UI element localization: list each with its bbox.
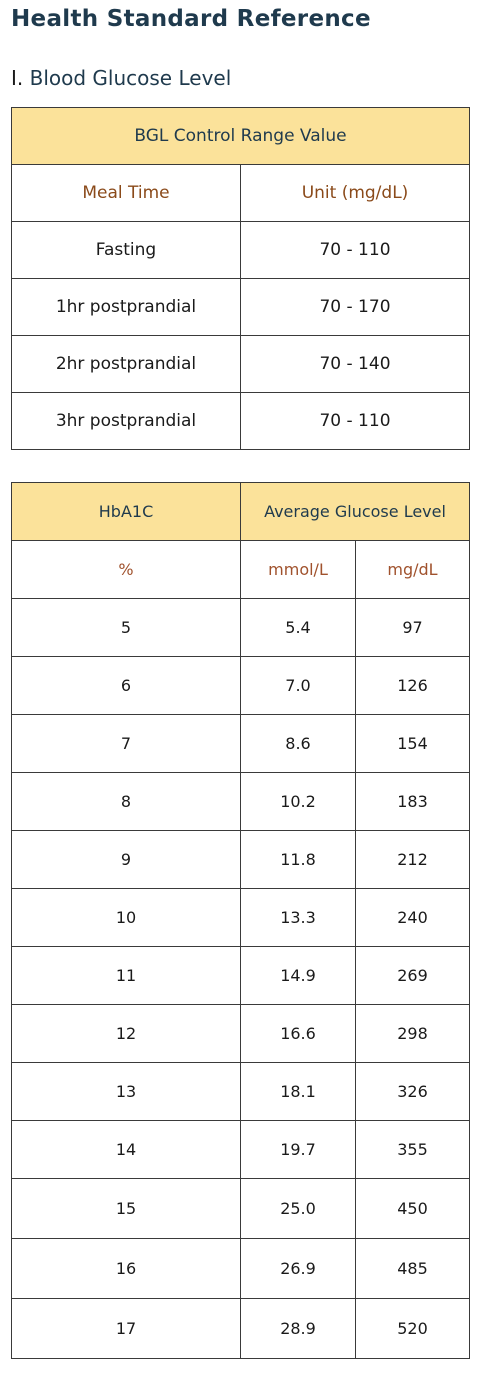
bgl-control-range-table: BGL Control Range Value Meal Time Unit (… xyxy=(11,107,470,450)
mmol-cell: 14.9 xyxy=(240,946,356,1005)
pct-cell: 15 xyxy=(11,1178,241,1239)
table-row: 16 26.9 485 xyxy=(11,1238,470,1299)
table-row: 11 14.9 269 xyxy=(11,946,470,1005)
section-number: I. xyxy=(11,66,24,90)
mg-cell: 298 xyxy=(355,1004,470,1063)
meal-cell: 2hr postprandial xyxy=(11,335,241,393)
mmol-cell: 13.3 xyxy=(240,888,356,947)
mg-cell: 240 xyxy=(355,888,470,947)
table-row: 10 13.3 240 xyxy=(11,888,470,947)
bgl-table-title: BGL Control Range Value xyxy=(11,107,470,165)
mmol-cell: 8.6 xyxy=(240,714,356,773)
table-row: 13 18.1 326 xyxy=(11,1062,470,1121)
pct-cell: 10 xyxy=(11,888,241,947)
mgdl-unit: mg/dL xyxy=(355,540,470,599)
pct-cell: 8 xyxy=(11,772,241,831)
pct-cell: 9 xyxy=(11,830,241,889)
mmol-cell: 7.0 xyxy=(240,656,356,715)
average-glucose-header: Average Glucose Level xyxy=(240,482,470,541)
mg-cell: 450 xyxy=(355,1178,470,1239)
mmol-cell: 19.7 xyxy=(240,1120,356,1179)
table-row: 2hr postprandial 70 - 140 xyxy=(11,335,470,393)
mg-cell: 97 xyxy=(355,598,470,657)
pct-cell: 5 xyxy=(11,598,241,657)
table-row: 17 28.9 520 xyxy=(11,1298,470,1359)
range-cell: 70 - 170 xyxy=(240,278,470,336)
table-row: Fasting 70 - 110 xyxy=(11,221,470,279)
table-row: 1hr postprandial 70 - 170 xyxy=(11,278,470,336)
hba1c-table: HbA1C Average Glucose Level % mmol/L mg/… xyxy=(11,482,470,1359)
table-row: 12 16.6 298 xyxy=(11,1004,470,1063)
meal-time-header: Meal Time xyxy=(11,164,241,222)
pct-cell: 13 xyxy=(11,1062,241,1121)
hba1c-header: HbA1C xyxy=(11,482,241,541)
mmol-cell: 28.9 xyxy=(240,1298,356,1359)
mg-cell: 269 xyxy=(355,946,470,1005)
table-row: 9 11.8 212 xyxy=(11,830,470,889)
table-row: 8 10.2 183 xyxy=(11,772,470,831)
pct-cell: 11 xyxy=(11,946,241,1005)
mmol-cell: 11.8 xyxy=(240,830,356,889)
meal-cell: 3hr postprandial xyxy=(11,392,241,450)
section-title: I. Blood Glucose Level xyxy=(11,66,231,90)
percent-unit: % xyxy=(11,540,241,599)
table-row: 5 5.4 97 xyxy=(11,598,470,657)
range-cell: 70 - 110 xyxy=(240,392,470,450)
table-row: 3hr postprandial 70 - 110 xyxy=(11,392,470,450)
pct-cell: 14 xyxy=(11,1120,241,1179)
mg-cell: 326 xyxy=(355,1062,470,1121)
mmol-unit: mmol/L xyxy=(240,540,356,599)
meal-cell: 1hr postprandial xyxy=(11,278,241,336)
pct-cell: 6 xyxy=(11,656,241,715)
mg-cell: 126 xyxy=(355,656,470,715)
range-cell: 70 - 140 xyxy=(240,335,470,393)
section-title-text: Blood Glucose Level xyxy=(29,66,232,90)
mmol-cell: 18.1 xyxy=(240,1062,356,1121)
pct-cell: 12 xyxy=(11,1004,241,1063)
meal-cell: Fasting xyxy=(11,221,241,279)
pct-cell: 7 xyxy=(11,714,241,773)
mg-cell: 183 xyxy=(355,772,470,831)
table-row: 6 7.0 126 xyxy=(11,656,470,715)
mg-cell: 485 xyxy=(355,1238,470,1299)
mg-cell: 212 xyxy=(355,830,470,889)
range-cell: 70 - 110 xyxy=(240,221,470,279)
mg-cell: 520 xyxy=(355,1298,470,1359)
table-row: 14 19.7 355 xyxy=(11,1120,470,1179)
unit-header: Unit (mg/dL) xyxy=(240,164,470,222)
pct-cell: 17 xyxy=(11,1298,241,1359)
page-title: Health Standard Reference xyxy=(11,6,371,32)
mmol-cell: 16.6 xyxy=(240,1004,356,1063)
pct-cell: 16 xyxy=(11,1238,241,1299)
mmol-cell: 10.2 xyxy=(240,772,356,831)
mg-cell: 355 xyxy=(355,1120,470,1179)
table-row: 7 8.6 154 xyxy=(11,714,470,773)
mmol-cell: 5.4 xyxy=(240,598,356,657)
mmol-cell: 25.0 xyxy=(240,1178,356,1239)
mg-cell: 154 xyxy=(355,714,470,773)
mmol-cell: 26.9 xyxy=(240,1238,356,1299)
table-row: 15 25.0 450 xyxy=(11,1178,470,1239)
